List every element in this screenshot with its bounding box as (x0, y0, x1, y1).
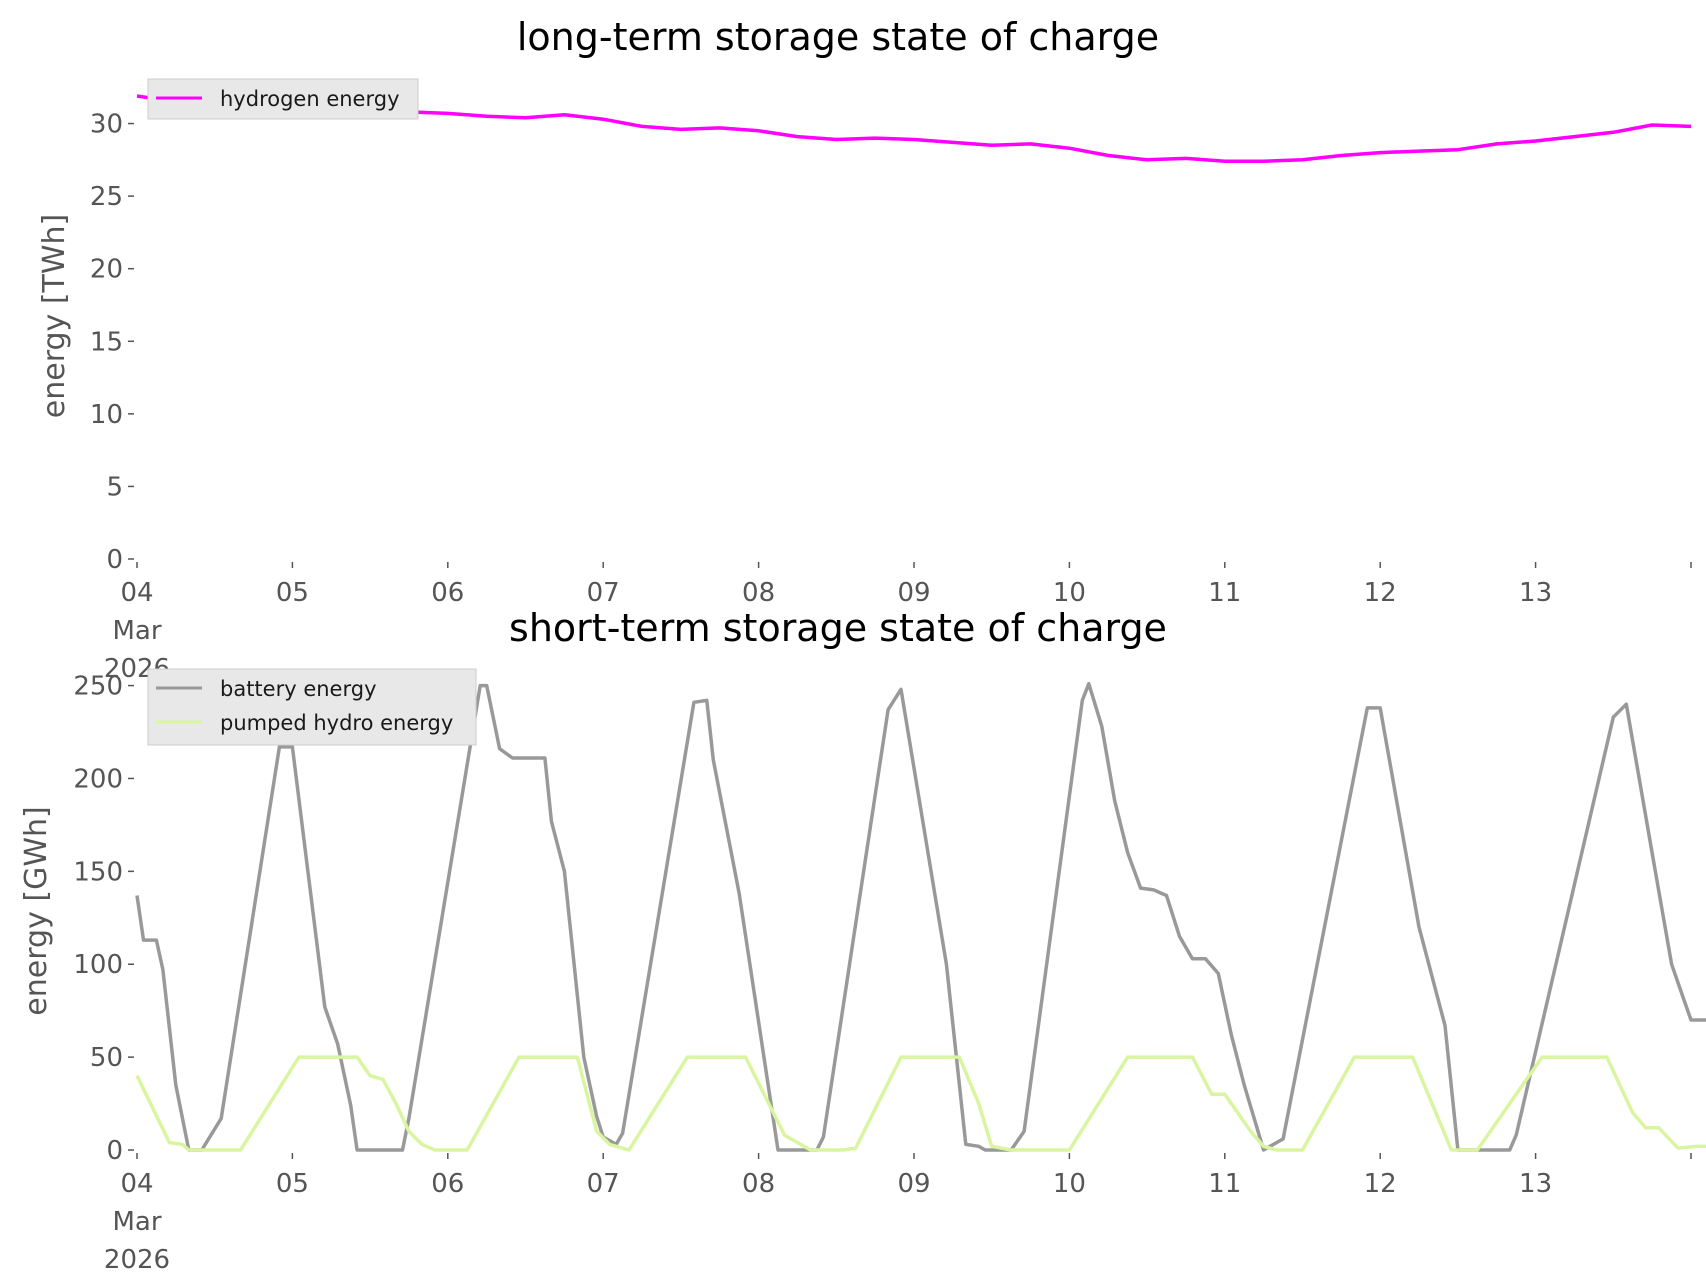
short-term-y-tick-label: 150 (73, 857, 123, 887)
short-term-x-tick-label: Mar (112, 1207, 161, 1237)
long-term-chart: long-term storage state of charge energy… (37, 15, 1692, 684)
long-term-x-tick-label: 05 (276, 578, 309, 608)
legend-pumped-hydro-energy: pumped hydro energy (220, 711, 453, 735)
short-term-x-tick-label: 05 (276, 1169, 309, 1199)
long-term-x-tick-label: 06 (431, 578, 464, 608)
long-term-legend: hydrogen energy (147, 78, 419, 120)
long-term-y-tick-label: 25 (90, 182, 123, 212)
short-term-y-tick-label: 0 (106, 1136, 123, 1166)
long-term-y-tick-label: 20 (90, 255, 123, 285)
long-term-chart-title: long-term storage state of charge (517, 15, 1159, 59)
series-line-battery-energy (135, 681, 1706, 1152)
long-term-x-tick-label: 11 (1208, 578, 1241, 608)
short-term-chart: short-term storage state of charge energ… (19, 606, 1706, 1275)
short-term-legend: battery energy pumped hydro energy (147, 668, 477, 746)
long-term-x-tick-label: 08 (742, 578, 775, 608)
long-term-x-tick-label: 04 (120, 578, 153, 608)
short-term-x-tick-label: 10 (1053, 1169, 1086, 1199)
long-term-y-tick-label: 15 (90, 327, 123, 357)
short-term-plot-area: 0 50 100 150 200 250 04 Mar 2026 05 06 07 08 09 10 11 12… (73, 672, 1706, 1275)
short-term-x-tick-label: 11 (1208, 1169, 1241, 1199)
short-term-y-tick-label: 100 (73, 950, 123, 980)
short-term-y-axis-label: energy [GWh] (19, 806, 54, 1015)
long-term-y-tick-label: 10 (90, 400, 123, 430)
long-term-x-tick-label: 12 (1364, 578, 1397, 608)
short-term-x-tick-label: 04 (120, 1169, 153, 1199)
legend-battery-energy: battery energy (220, 677, 377, 701)
long-term-y-tick-label: 0 (106, 545, 123, 575)
short-term-chart-title: short-term storage state of charge (509, 606, 1167, 650)
short-term-x-tick-label: 06 (431, 1169, 464, 1199)
short-term-y-tick-label: 200 (73, 764, 123, 794)
short-term-y-tick-label: 50 (90, 1043, 123, 1073)
long-term-x-tick-label: 10 (1053, 578, 1086, 608)
long-term-x-tick-label: 07 (587, 578, 620, 608)
long-term-x-tick-label: Mar (112, 616, 161, 646)
long-term-y-tick-label: 5 (106, 472, 123, 502)
short-term-x-tick-label: 08 (742, 1169, 775, 1199)
long-term-x-tick-label: 09 (897, 578, 930, 608)
short-term-x-tick-label: 07 (587, 1169, 620, 1199)
series-line-pumped-hydro-energy (135, 1055, 1706, 1152)
short-term-x-tick-label: 12 (1364, 1169, 1397, 1199)
short-term-x-tick-label: 13 (1519, 1169, 1552, 1199)
long-term-x-tick-label: 13 (1519, 578, 1552, 608)
long-term-y-axis-label: energy [TWh] (37, 214, 72, 418)
long-term-y-tick-label: 30 (90, 110, 123, 140)
short-term-x-tick-label: 09 (897, 1169, 930, 1199)
legend-hydrogen-energy: hydrogen energy (220, 87, 400, 111)
short-term-y-tick-label: 250 (73, 672, 123, 702)
short-term-x-tick-label: 2026 (104, 1245, 170, 1275)
